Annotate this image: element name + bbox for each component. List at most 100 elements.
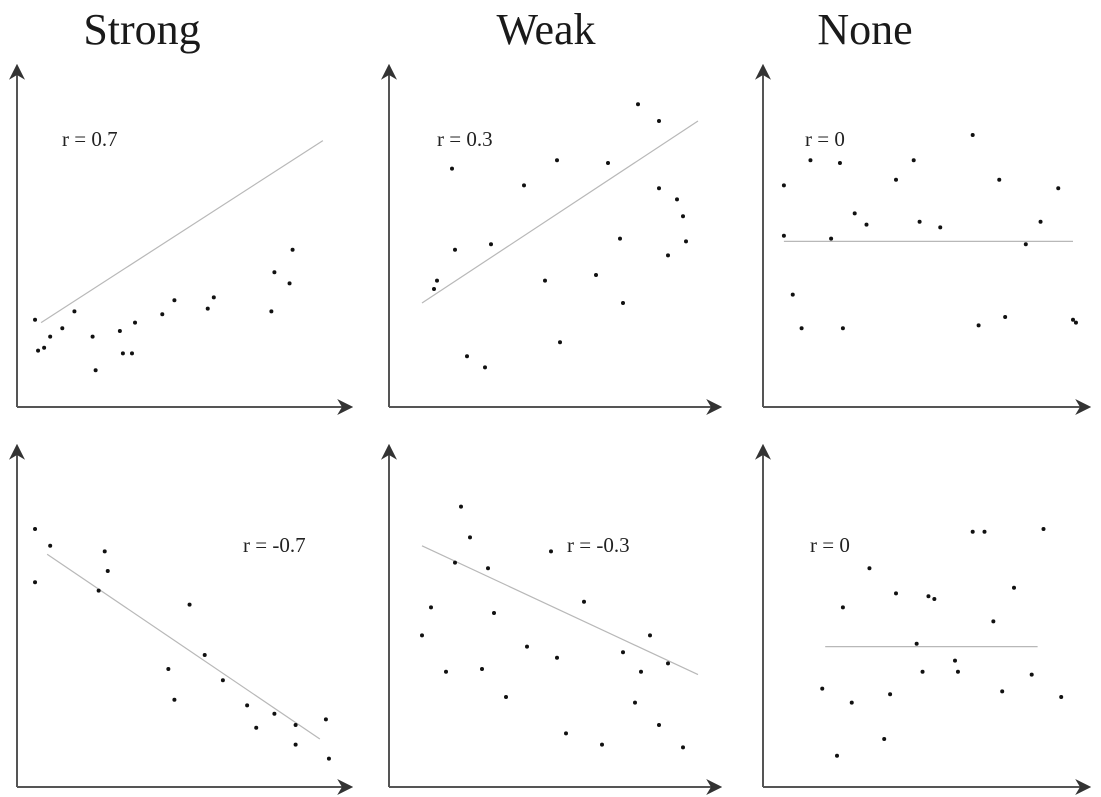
data-point [102,549,107,554]
data-point [920,669,925,674]
data-point [48,334,53,339]
correlation-label: r = -0.3 [567,533,630,557]
data-point [894,591,898,596]
data-point [681,214,685,219]
data-point [48,543,53,548]
data-point [657,119,661,123]
correlation-label: r = 0 [810,533,850,557]
data-point [36,348,41,353]
data-point [1056,186,1061,191]
data-point [205,306,210,311]
data-point [1073,320,1078,325]
data-point [323,717,328,722]
data-point [621,301,625,305]
data-point [790,292,795,297]
data-point [172,298,177,303]
data-point [867,566,872,571]
data-point [326,756,331,761]
data-point [522,183,526,188]
trend-line [46,553,321,740]
data-point [982,529,987,534]
data-point [483,365,487,370]
scatter-panel-no-correlation-top: r = 0 [755,63,1092,415]
data-point [657,186,661,191]
data-point [489,242,493,247]
correlation-label: r = 0.7 [62,127,118,151]
data-point [849,700,854,705]
scatter-panel-weak-negative: r = -0.3 [381,443,723,795]
correlation-label: r = -0.7 [243,533,306,557]
data-point [864,222,869,227]
data-point [1003,315,1008,319]
correlation-label: r = 0 [805,127,845,151]
column-header-none: None [817,5,913,54]
data-point [272,270,277,275]
data-point [480,667,484,671]
data-point [955,669,960,674]
data-point [33,317,38,322]
data-point [594,273,598,277]
data-point [93,368,98,373]
data-point [914,641,919,646]
data-point [450,166,454,171]
data-point [420,633,424,638]
data-point [293,723,298,727]
data-point [42,345,47,350]
trend-line [421,120,699,304]
data-point [1023,242,1028,247]
data-point [932,597,937,601]
data-point [543,278,547,283]
scatter-panel-strong-negative: r = -0.7 [9,443,354,795]
data-point [835,753,839,758]
data-point [882,737,887,741]
data-point [525,644,529,649]
data-point [606,161,610,165]
data-point [555,158,559,163]
data-point [166,667,171,671]
data-point [1000,689,1005,694]
data-point [618,236,622,241]
data-point [894,177,898,182]
data-point [272,711,277,716]
data-point [435,278,439,283]
data-point [997,177,1002,182]
data-point [33,527,38,531]
scatter-panel-no-correlation-bottom: r = 0 [755,443,1092,795]
data-point [1029,672,1034,677]
data-point [105,569,110,573]
data-point [459,504,463,509]
data-point [1012,585,1016,590]
column-header-weak: Weak [496,5,596,54]
data-point [926,594,931,599]
data-point [117,329,122,333]
data-point [781,233,786,238]
data-point [648,633,652,638]
data-point [486,566,490,571]
data-point [96,588,101,593]
data-point [120,351,125,356]
data-point [840,326,845,331]
data-point [555,655,559,660]
data-point [621,650,625,655]
trend-line [421,545,699,676]
data-point [1038,219,1043,224]
data-point [549,549,553,554]
data-point [666,661,670,666]
data-point [917,219,922,224]
data-point [1041,527,1046,531]
trend-line [40,140,324,324]
data-point [269,309,274,314]
data-point [72,309,77,314]
data-point [453,247,457,252]
data-point [840,605,845,610]
data-point [468,535,472,540]
data-point [187,602,192,607]
data-point [970,529,975,534]
column-header-strong: Strong [83,5,201,54]
data-point [1071,317,1075,322]
data-point [953,658,957,663]
data-point [633,700,637,705]
data-point [938,225,943,230]
scatter-panel-weak-positive: r = 0.3 [381,63,723,415]
